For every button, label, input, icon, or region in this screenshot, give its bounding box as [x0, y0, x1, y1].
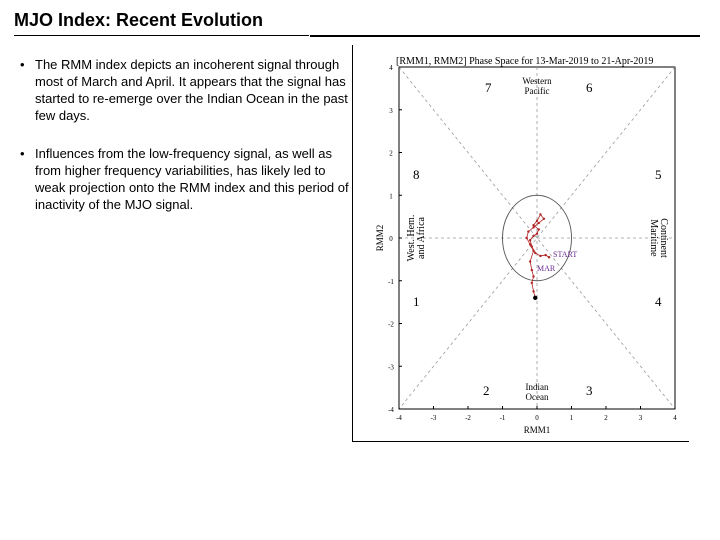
phase-1-label: 1 [413, 294, 420, 309]
phase-space-svg: [RMM1, RMM2] Phase Space for 13-Mar-2019… [375, 56, 677, 435]
bullet-text: The RMM index depicts an incoherent sign… [35, 57, 348, 123]
x-tick-label: 2 [604, 414, 608, 422]
trajectory-point [532, 226, 535, 229]
y-tick-label: -4 [388, 406, 394, 414]
trajectory-point [539, 254, 542, 258]
y-tick-label: 1 [389, 192, 393, 200]
y-tick-label: -1 [388, 278, 394, 286]
y-tick-label: 0 [389, 235, 393, 243]
region-western-pacific-2: Pacific [525, 86, 550, 96]
trajectory-point [535, 219, 539, 223]
phase-4-label: 4 [655, 294, 662, 309]
region-west-hem-1: West. Hem. [406, 215, 417, 262]
trajectory-point [532, 223, 535, 227]
x-tick-label: -2 [465, 414, 471, 422]
phase-5-label: 5 [655, 167, 662, 182]
title-rule-right [310, 35, 700, 37]
x-tick-label: 0 [535, 414, 539, 422]
trajectory-point [534, 251, 537, 255]
region-maritime-1: Maritime [648, 219, 659, 257]
region-western-pacific-1: Western [522, 76, 552, 86]
x-tick-label: -4 [396, 414, 402, 422]
bullet-list: • The RMM index depicts an incoherent sig… [20, 56, 350, 234]
y-tick-label: 4 [389, 64, 393, 72]
x-tick-label: -1 [500, 414, 506, 422]
bullet-text: Influences from the low-frequency signal… [35, 146, 349, 212]
trajectory-point [527, 230, 530, 233]
y-tick-label: -2 [388, 321, 394, 329]
trajectory-point [532, 290, 535, 293]
y-tick-label: 2 [389, 150, 393, 158]
trajectory-point [525, 236, 528, 240]
bullet-dot-icon: • [20, 57, 25, 72]
trajectory-point [537, 228, 540, 231]
month-annotation: MAR [537, 264, 556, 273]
trajectory-point [530, 268, 534, 272]
phase-7-label: 7 [485, 80, 492, 95]
trajectory [525, 213, 551, 301]
phase-8-label: 8 [413, 167, 420, 182]
mjo-phase-diagram: [RMM1, RMM2] Phase Space for 13-Mar-2019… [352, 45, 689, 442]
trajectory-point [542, 217, 546, 220]
x-tick-label: 1 [570, 414, 574, 422]
diagonal-divider [398, 66, 676, 410]
x-tick-label: -3 [431, 414, 437, 422]
trajectory-point [530, 245, 534, 248]
bullet-dot-icon: • [20, 146, 25, 161]
diagonal-divider [398, 66, 676, 410]
trajectory-point [547, 256, 551, 259]
trajectory-point [532, 275, 535, 278]
trajectory-point [528, 238, 532, 242]
slide-title: MJO Index: Recent Evolution [14, 10, 264, 30]
title-underline [14, 35, 309, 36]
trajectory-point [535, 232, 539, 235]
trajectory-point [533, 295, 538, 301]
start-annotation: START [553, 250, 577, 259]
y-axis-label: RMM2 [375, 225, 385, 252]
trajectory-point [539, 213, 542, 216]
phase-dividers [398, 66, 676, 410]
x-tick-label: 3 [639, 414, 643, 422]
trajectory-point [530, 281, 534, 285]
y-tick-label: -3 [388, 363, 394, 371]
phase-2-label: 2 [483, 383, 490, 398]
region-indian-ocean-2: Ocean [526, 392, 549, 402]
trajectory-point [528, 243, 532, 246]
trajectory-point [532, 234, 535, 238]
trajectory-point [532, 249, 535, 253]
region-indian-ocean-1: Indian [526, 382, 549, 392]
trajectory-point [544, 253, 547, 257]
figure-title: [RMM1, RMM2] Phase Space for 13-Mar-2019… [396, 56, 653, 67]
unit-circle [502, 194, 572, 282]
phase-6-label: 6 [586, 80, 593, 95]
trajectory-point [537, 221, 540, 225]
x-tick-label: 4 [673, 414, 677, 422]
bullet-item: • The RMM index depicts an incoherent sig… [20, 56, 350, 124]
y-tick-label: 3 [389, 107, 393, 115]
phase-3-label: 3 [586, 383, 593, 398]
trajectory-point [528, 260, 532, 263]
bullet-item: • Influences from the low-frequency signa… [20, 145, 350, 213]
region-west-hem-2: and Africa [416, 216, 427, 258]
axis-ticks: -4 -3 -2 -1 0 1 2 3 4 4 3 2 1 0 -1 -2 -3 -4 [388, 64, 677, 422]
region-maritime-2: Continent [658, 218, 669, 258]
x-axis-label: RMM1 [524, 425, 551, 435]
